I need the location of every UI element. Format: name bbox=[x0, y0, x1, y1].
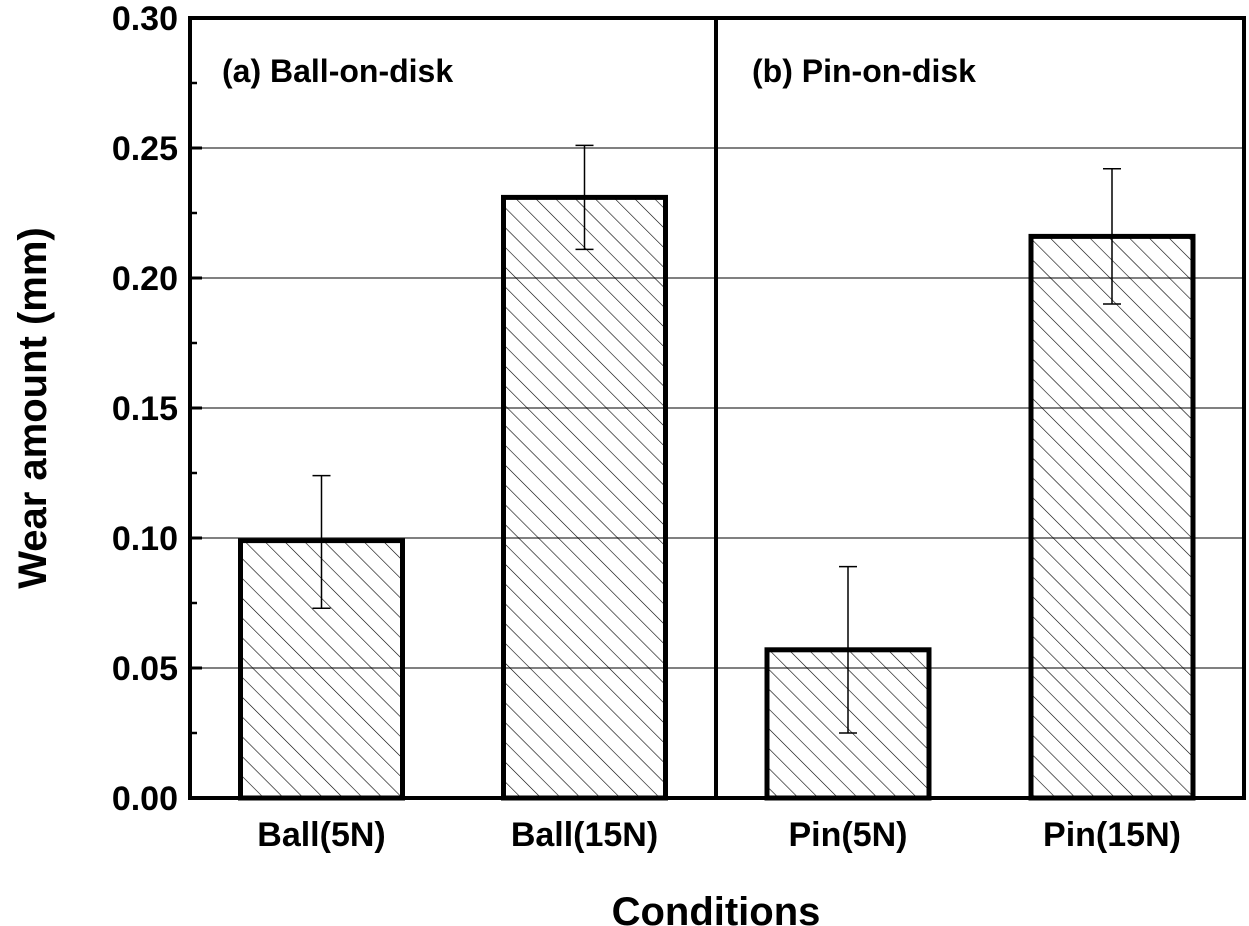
bar bbox=[1028, 233, 1196, 801]
y-axis-ticks bbox=[190, 16, 202, 800]
y-tick-label: 0.30 bbox=[112, 0, 178, 38]
y-tick-label: 0.10 bbox=[112, 520, 178, 558]
y-tick-label: 0.05 bbox=[112, 650, 178, 688]
y-tick-label: 0.00 bbox=[112, 780, 178, 818]
x-tick-label: Pin(15N) bbox=[1043, 816, 1181, 854]
panel-a-label: (a) Ball-on-disk bbox=[222, 53, 453, 89]
panel-b-label: (b) Pin-on-disk bbox=[752, 53, 976, 89]
tick-labels: 0.00 0.05 0.10 0.15 0.20 0.25 0.30 Ball(5N) Ball… bbox=[112, 0, 1181, 854]
x-tick-label: Ball(5N) bbox=[257, 816, 385, 854]
bar bbox=[501, 194, 668, 801]
y-tick-label: 0.15 bbox=[112, 390, 178, 428]
bars bbox=[238, 144, 1196, 801]
x-tick-label: Ball(15N) bbox=[511, 816, 658, 854]
x-tick-label: Pin(5N) bbox=[789, 816, 908, 854]
x-axis-label: Conditions bbox=[612, 890, 821, 926]
y-tick-label: 0.20 bbox=[112, 260, 178, 298]
y-tick-label: 0.25 bbox=[112, 130, 178, 168]
y-axis-label: Wear amount (mm) bbox=[11, 227, 55, 589]
